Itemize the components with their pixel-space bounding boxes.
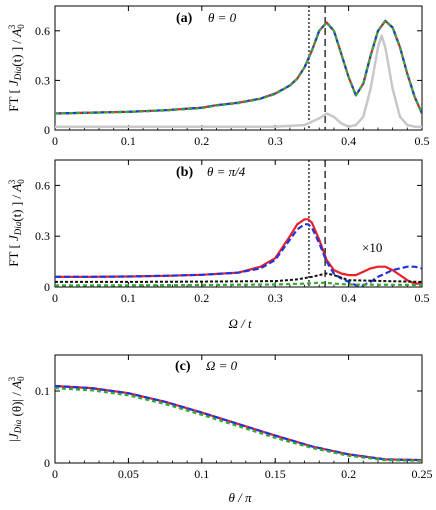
series-b-blue [55, 223, 422, 287]
ytick-label-a-1: 0.3 [35, 73, 50, 87]
panel-label-c: (c) [175, 359, 191, 374]
panel-a: 0 0.1 0.2 0.3 0.4 0.5 0 0.3 0.6 (a) θ = 0 FT [ JDia… [6, 5, 430, 148]
panel-c: 0 0.05 0.1 0.15 0.2 0.25 0 0.1 (c) Ω = 0 |JDia (θ)… [6, 354, 433, 481]
ytick-label-b-0: 0 [44, 280, 50, 294]
ytick-label-c-1: 0.1 [35, 384, 50, 398]
xtick-label-c-1: 0.05 [118, 467, 139, 481]
ytick-label-b-2: 0.6 [35, 178, 50, 192]
xlabel-c: θ / π [228, 490, 251, 505]
series-a-gray [55, 34, 422, 128]
xtick-label-b-4: 0.4 [341, 291, 356, 305]
xtick-label-a-3: 0.3 [268, 134, 283, 148]
annotation-a: θ = 0 [208, 10, 237, 25]
panel-label-b: (b) [176, 165, 193, 180]
xtick-label-c-0: 0 [52, 467, 58, 481]
ylabel-c: |JDia (θ)| / A03 [6, 376, 26, 442]
xtick-label-b-0: 0 [52, 291, 58, 305]
xtick-label-c-3: 0.15 [265, 467, 286, 481]
xtick-label-b-5: 0.5 [415, 291, 430, 305]
plot-frame-b [54, 159, 423, 288]
ylabel-b: FT [ JDia(t) ] / A03 [6, 179, 26, 267]
xtick-label-a-4: 0.4 [341, 134, 356, 148]
xtick-label-c-2: 0.1 [194, 467, 209, 481]
ytick-label-a-2: 0.6 [35, 24, 50, 38]
xtick-label-b-1: 0.1 [121, 291, 136, 305]
xtick-label-c-4: 0.2 [341, 467, 356, 481]
series-a-green [55, 19, 422, 115]
annotation-b: θ = π/4 [207, 164, 246, 179]
series-c-red [55, 384, 422, 462]
plot-frame-c [54, 354, 423, 464]
ytick-label-a-0: 0 [44, 123, 50, 137]
annotation-c: Ω = 0 [206, 358, 238, 373]
xtick-label-a-1: 0.1 [121, 134, 136, 148]
xtick-label-b-3: 0.3 [268, 291, 283, 305]
xlabel-ab: Ω / t [228, 316, 252, 331]
ytick-label-c-0: 0 [44, 456, 50, 470]
panel-b: 0 0.1 0.2 0.3 0.4 0.5 0 0.3 0.6 (b) θ = π/4 ×10 FT [… [6, 159, 430, 305]
ytick-label-b-1: 0.3 [35, 229, 50, 243]
annotation2-b: ×10 [362, 240, 382, 255]
series-b-black [55, 272, 422, 283]
xtick-label-c-5: 0.25 [412, 467, 433, 481]
xtick-label-b-2: 0.2 [194, 291, 209, 305]
plot-frame-a [54, 5, 423, 131]
panel-label-a: (a) [176, 11, 193, 26]
xtick-label-a-0: 0 [52, 134, 58, 148]
xtick-label-a-5: 0.5 [415, 134, 430, 148]
xtick-label-a-2: 0.2 [194, 134, 209, 148]
ylabel-a: FT [ JDia(t) ] / A03 [6, 24, 26, 112]
